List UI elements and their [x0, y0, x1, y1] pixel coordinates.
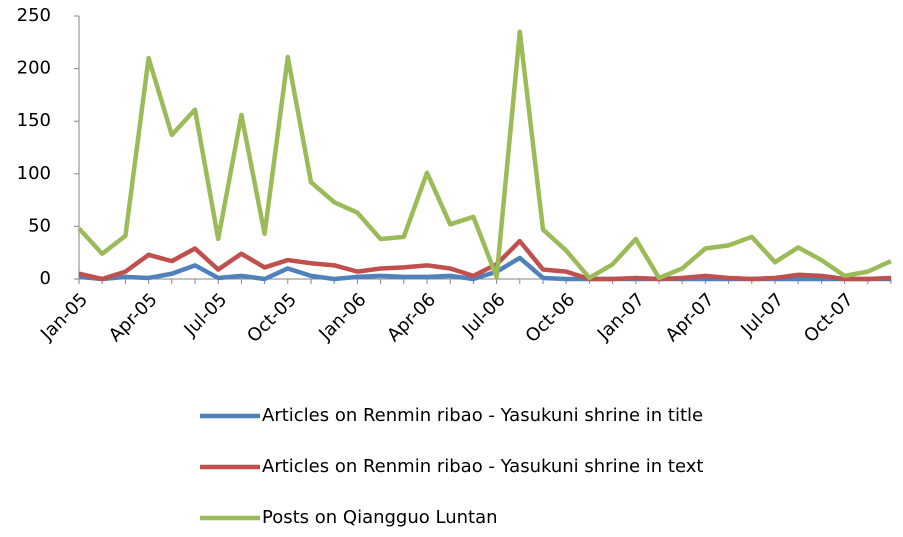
x-tick-label: Jul-05: [180, 289, 232, 341]
y-tick-label: 50: [28, 215, 51, 236]
x-tick-label: Oct-06: [522, 289, 580, 347]
y-tick-label: 200: [17, 58, 51, 79]
x-tick-label: Apr-06: [383, 289, 440, 346]
legend-label: Articles on Renmin ribao - Yasukuni shri…: [262, 405, 703, 426]
y-tick-label: 100: [17, 163, 51, 184]
y-tick-label: 0: [40, 268, 51, 289]
y-tick-label: 250: [17, 5, 51, 26]
legend-label: Articles on Renmin ribao - Yasukuni shri…: [262, 456, 703, 477]
x-tick-label: Oct-07: [800, 289, 858, 347]
x-tick-label: Jul-07: [736, 289, 788, 341]
x-tick-label: Apr-05: [105, 289, 162, 346]
legend-label: Posts on Qiangguo Luntan: [262, 507, 498, 528]
x-tick-label: Jan-05: [36, 289, 92, 345]
x-tick-label: Jul-06: [458, 289, 510, 341]
x-tick-label: Apr-07: [662, 289, 719, 346]
y-tick-label: 150: [17, 110, 51, 131]
x-tick-label: Jan-06: [314, 289, 370, 345]
series-line: [78, 238, 892, 282]
series-line: [77, 29, 892, 281]
x-tick-label: Jan-07: [593, 289, 649, 345]
x-tick-label: Oct-05: [243, 289, 301, 347]
